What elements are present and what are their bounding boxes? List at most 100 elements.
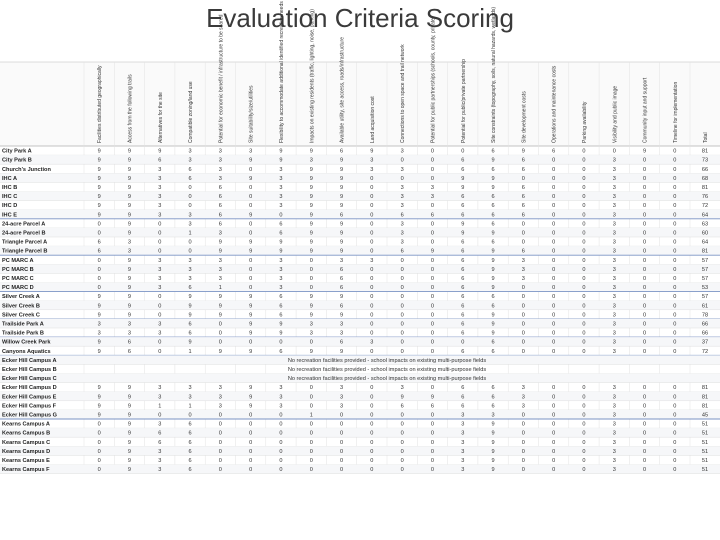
row-label: Ecker Hill Campus F: [2, 403, 57, 409]
score-cell: 9: [128, 194, 131, 200]
column-header: Site suitability/size/utilities: [249, 85, 255, 143]
score-cell: 0: [370, 185, 373, 191]
column-header: Access from the following trails: [127, 74, 133, 143]
score-cell: 9: [128, 176, 131, 182]
score-cell: 0: [522, 240, 525, 246]
score-cell: 3: [522, 394, 525, 400]
score-cell: 0: [370, 294, 373, 300]
row-label: Church's Junction: [2, 167, 51, 173]
score-cell: 0: [188, 412, 191, 418]
score-cell: 0: [310, 467, 313, 473]
score-cell: 9: [249, 349, 252, 355]
score-cell: 9: [98, 412, 101, 418]
score-cell: 9: [98, 158, 101, 164]
score-cell: 9: [249, 212, 252, 218]
score-cell: 3: [340, 321, 343, 327]
score-cell: 3: [522, 385, 525, 391]
row-note: No recreation facilities provided - scho…: [288, 367, 487, 373]
column-header: Impacts on existing residents (traffic, …: [309, 9, 315, 143]
score-cell: 3: [401, 240, 404, 246]
score-cell: 9: [128, 212, 131, 218]
score-cell: 0: [552, 321, 555, 327]
score-cell: 6: [522, 185, 525, 191]
score-cell: 9: [310, 249, 313, 255]
score-cell: 0: [401, 294, 404, 300]
score-cell: 0: [249, 340, 252, 346]
score-cell: 9: [279, 149, 282, 155]
score-cell: 0: [249, 203, 252, 209]
column-header: Alternatives for the site: [158, 92, 164, 143]
score-cell: 6: [461, 194, 464, 200]
score-cell: 0: [431, 331, 434, 337]
row-label: Triangle Parcel A: [2, 240, 47, 246]
score-cell: 3: [310, 158, 313, 164]
score-cell: 3: [219, 276, 222, 282]
score-cell: 9: [128, 312, 131, 318]
total-cell: 64: [702, 212, 708, 218]
row-shade: [0, 428, 720, 438]
score-cell: 6: [219, 185, 222, 191]
score-cell: 6: [219, 194, 222, 200]
row-shade: [0, 446, 720, 456]
score-cell: 0: [219, 440, 222, 446]
score-cell: 0: [249, 221, 252, 227]
score-cell: 0: [340, 431, 343, 437]
score-cell: 1: [310, 412, 313, 418]
score-cell: 6: [461, 331, 464, 337]
score-cell: 0: [401, 467, 404, 473]
score-cell: 0: [370, 422, 373, 428]
score-cell: 9: [98, 149, 101, 155]
score-cell: 0: [98, 458, 101, 464]
score-cell: 0: [310, 385, 313, 391]
score-cell: 0: [310, 276, 313, 282]
score-cell: 9: [128, 303, 131, 309]
score-cell: 6: [461, 203, 464, 209]
score-cell: 0: [279, 212, 282, 218]
score-cell: 9: [310, 176, 313, 182]
score-cell: 6: [401, 212, 404, 218]
score-cell: 6: [279, 303, 282, 309]
score-cell: 0: [582, 303, 585, 309]
score-cell: 0: [552, 340, 555, 346]
score-cell: 9: [461, 230, 464, 236]
score-cell: 0: [643, 267, 646, 273]
score-cell: 0: [370, 349, 373, 355]
score-cell: 0: [552, 221, 555, 227]
score-cell: 0: [431, 230, 434, 236]
score-cell: 9: [128, 258, 131, 264]
score-cell: 0: [249, 185, 252, 191]
score-cell: 3: [158, 176, 161, 182]
score-cell: 0: [370, 312, 373, 318]
score-cell: 9: [219, 240, 222, 246]
score-cell: 0: [401, 276, 404, 282]
score-cell: 0: [431, 158, 434, 164]
column-header: Potential for public partnerships (schoo…: [430, 16, 436, 143]
score-cell: 3: [522, 267, 525, 273]
score-cell: 0: [643, 422, 646, 428]
total-cell: 37: [702, 340, 708, 346]
score-cell: 6: [188, 467, 191, 473]
row-shade: [0, 300, 720, 310]
score-cell: 9: [98, 203, 101, 209]
score-cell: 9: [219, 294, 222, 300]
score-cell: 3: [279, 176, 282, 182]
score-cell: 3: [310, 321, 313, 327]
score-cell: 0: [370, 221, 373, 227]
score-cell: 0: [552, 176, 555, 182]
score-cell: 3: [522, 403, 525, 409]
score-cell: 0: [522, 221, 525, 227]
score-cell: 0: [582, 294, 585, 300]
score-cell: 3: [340, 385, 343, 391]
score-cell: 0: [249, 449, 252, 455]
score-cell: 9: [522, 149, 525, 155]
score-cell: 0: [673, 458, 676, 464]
score-cell: 0: [552, 285, 555, 291]
score-cell: 0: [643, 385, 646, 391]
score-cell: 9: [98, 340, 101, 346]
score-cell: 0: [522, 431, 525, 437]
score-cell: 0: [98, 267, 101, 273]
score-cell: 0: [370, 385, 373, 391]
score-cell: 0: [643, 258, 646, 264]
score-cell: 0: [522, 440, 525, 446]
score-cell: 3: [340, 331, 343, 337]
